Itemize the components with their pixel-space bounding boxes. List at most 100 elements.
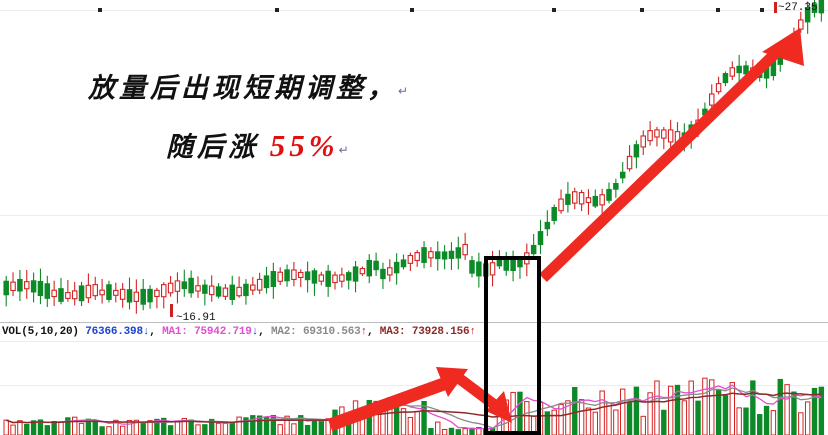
volume-bar (147, 420, 153, 435)
volume-bar (510, 391, 516, 435)
candle-body (510, 259, 516, 272)
candle-body (811, 3, 818, 13)
candle-body (99, 289, 105, 296)
candle-body (291, 269, 297, 281)
vol-ma1-arrow: ↓ (251, 326, 259, 338)
volume-bar (51, 420, 57, 435)
volume-bar (784, 384, 790, 435)
volume-bar (798, 412, 804, 435)
volume-panel[interactable] (0, 325, 828, 435)
volume-bar (154, 418, 160, 435)
volume-bar (462, 428, 468, 435)
price-tag-low-marker (170, 304, 173, 317)
consolidation-highlight-box[interactable] (484, 256, 541, 435)
candle-body (592, 195, 599, 207)
candle-body (558, 198, 564, 212)
volume-arrow-layer (327, 367, 512, 432)
candle-body (215, 286, 222, 297)
candle-body (640, 135, 646, 148)
price-gridline-top (0, 10, 828, 11)
candle-body (188, 277, 194, 294)
volume-bar (709, 379, 715, 435)
volume-bar (757, 414, 763, 435)
annotation-line-2: 随后涨 55%↵ (166, 125, 468, 164)
price-uptrend-arrow (539, 28, 804, 282)
volume-bar (476, 427, 482, 435)
candle-body (654, 129, 660, 138)
vol-ma2-label: MA2: (270, 326, 297, 338)
candle-body (318, 274, 325, 282)
volume-bar (674, 384, 681, 435)
volume-indicator-readout: VOL(5,10,20) 76366.398↓, MA1: 75942.719↓… (2, 326, 476, 338)
candle-body (140, 288, 146, 305)
candle-body (434, 251, 441, 260)
price-candlestick-panel[interactable]: ~27.35 ~16.91 放量后出现短期调整，↵ 随后涨 55%↵ (0, 0, 828, 325)
candle-body (462, 243, 468, 256)
candle-body (51, 289, 57, 298)
candle-body (393, 261, 400, 274)
volume-bar (113, 419, 119, 435)
price-tag-high: ~27.35 (778, 2, 818, 14)
volume-bar (558, 403, 564, 435)
annotation-block: 放量后出现短期调整， ↵ 随后涨 55%↵ (88, 66, 468, 164)
candle-body (161, 284, 167, 298)
vol-ma3-label: MA3: (379, 326, 406, 338)
annotation-line-1-text: 放量后出现短期调整， (88, 73, 398, 103)
candle-body (571, 191, 578, 204)
axis-tick-dot (640, 8, 644, 12)
volume-bar (448, 427, 455, 435)
vol-ma3-value: 73928.156 (411, 326, 470, 338)
candle-body (544, 221, 551, 230)
volume-bar (681, 400, 688, 435)
candle-body (30, 280, 37, 293)
candle-body (387, 267, 393, 276)
volume-bar (30, 420, 37, 435)
candle-body (113, 289, 119, 296)
candle-body (606, 188, 612, 201)
candle-body (626, 155, 633, 170)
candle-body (441, 251, 448, 260)
candle-body (181, 281, 188, 290)
candle-body (585, 197, 592, 204)
candle-body (256, 278, 263, 291)
candle-body (428, 251, 434, 259)
volume-bar (729, 382, 735, 435)
volume-bar (181, 418, 188, 435)
candle-body (339, 274, 345, 282)
candle-body (578, 192, 585, 205)
vol-arrow: ↓ (142, 326, 150, 338)
volume-bar (777, 378, 783, 435)
volume-gridline-top (0, 341, 828, 342)
volume-bar (661, 409, 667, 435)
volume-bar (161, 417, 167, 435)
volume-bar (736, 407, 742, 435)
price-gridline-mid (0, 215, 828, 216)
volume-bar (572, 386, 578, 435)
annotation-mark-2: ↵ (338, 143, 353, 157)
candle-body (174, 280, 181, 292)
volume-bar (236, 416, 242, 435)
candle-body (133, 291, 140, 302)
axis-tick-dot (552, 8, 556, 12)
volume-ma-line (5, 392, 822, 424)
candle-body (236, 286, 242, 297)
candle-body (208, 285, 215, 296)
candle-body (352, 266, 359, 282)
candle-body (250, 284, 256, 291)
volume-bar (722, 395, 729, 435)
volume-bar (592, 411, 598, 435)
candle-body (17, 278, 23, 292)
volume-bar (565, 400, 571, 435)
candle-body (332, 274, 338, 284)
volume-bar (291, 423, 297, 435)
volume-surge-arrow (327, 367, 468, 432)
candle-body (23, 281, 30, 290)
volume-bar (667, 385, 674, 435)
volume-shrink-arrow (448, 368, 512, 423)
volume-gridline-mid (0, 385, 828, 386)
candle-body (708, 93, 715, 106)
candle-body (551, 206, 557, 221)
axis-tick-dot (275, 8, 279, 12)
candle-body (167, 282, 174, 294)
